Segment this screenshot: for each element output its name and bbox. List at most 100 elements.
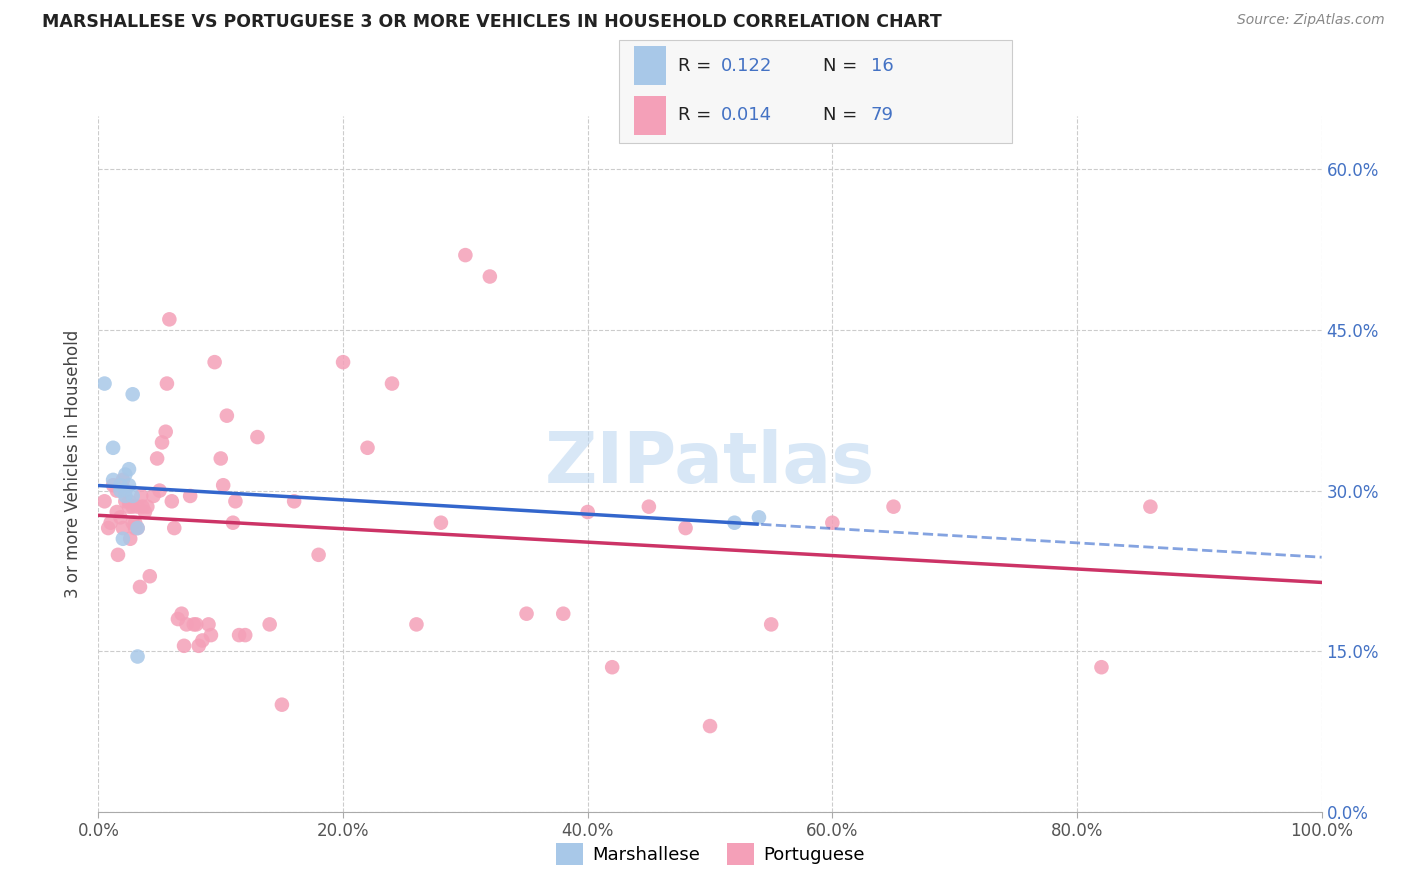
Point <box>111 521 134 535</box>
Point <box>259 617 281 632</box>
Point <box>114 467 136 482</box>
Point <box>127 521 149 535</box>
Point <box>638 500 661 514</box>
Text: 0.122: 0.122 <box>721 57 772 75</box>
Text: 79: 79 <box>870 106 894 124</box>
Point <box>111 473 134 487</box>
FancyBboxPatch shape <box>634 46 666 86</box>
Point <box>176 617 198 632</box>
Point <box>129 489 152 503</box>
Point <box>127 500 149 514</box>
Text: N =: N = <box>824 57 863 75</box>
Point <box>761 617 783 632</box>
Point <box>160 494 183 508</box>
Point <box>212 478 235 492</box>
Point <box>186 617 208 632</box>
Point <box>1139 500 1161 514</box>
Point <box>139 569 162 583</box>
Point <box>110 510 132 524</box>
Point <box>270 698 294 712</box>
Point <box>121 500 143 514</box>
Point <box>553 607 575 621</box>
Point <box>93 494 115 508</box>
Point <box>100 516 122 530</box>
Point <box>114 483 136 498</box>
Point <box>110 483 132 498</box>
Point <box>187 639 209 653</box>
Point <box>163 521 186 535</box>
Text: R =: R = <box>678 57 717 75</box>
Point <box>748 510 770 524</box>
Point <box>118 478 141 492</box>
Point <box>124 521 146 535</box>
Point <box>157 312 180 326</box>
Point <box>118 462 141 476</box>
Point <box>118 500 141 514</box>
FancyBboxPatch shape <box>634 95 666 135</box>
Point <box>405 617 427 632</box>
Text: ZIPatlas: ZIPatlas <box>546 429 875 499</box>
Point <box>1090 660 1112 674</box>
Point <box>191 633 214 648</box>
Point <box>183 617 205 632</box>
Point <box>204 355 226 369</box>
Point <box>332 355 354 369</box>
Point <box>515 607 537 621</box>
Point <box>430 516 453 530</box>
Point <box>134 505 156 519</box>
Point <box>356 441 378 455</box>
Y-axis label: 3 or more Vehicles in Household: 3 or more Vehicles in Household <box>65 330 83 598</box>
Point <box>110 478 132 492</box>
FancyBboxPatch shape <box>619 40 1012 143</box>
Point <box>215 409 238 423</box>
Point <box>118 494 141 508</box>
Point <box>124 516 146 530</box>
Point <box>105 483 128 498</box>
Point <box>156 376 179 391</box>
Point <box>93 376 115 391</box>
Point <box>883 500 905 514</box>
Point <box>224 494 246 508</box>
Point <box>136 500 159 514</box>
Point <box>127 649 149 664</box>
Point <box>105 505 128 519</box>
Point <box>121 489 143 503</box>
Point <box>699 719 721 733</box>
Point <box>149 483 172 498</box>
Text: N =: N = <box>824 106 863 124</box>
Point <box>228 628 250 642</box>
Point <box>114 489 136 503</box>
Point <box>155 425 177 439</box>
Text: MARSHALLESE VS PORTUGUESE 3 OR MORE VEHICLES IN HOUSEHOLD CORRELATION CHART: MARSHALLESE VS PORTUGUESE 3 OR MORE VEHI… <box>42 13 942 31</box>
Point <box>129 580 152 594</box>
Point <box>723 516 745 530</box>
Text: Source: ZipAtlas.com: Source: ZipAtlas.com <box>1237 13 1385 28</box>
Point <box>101 473 124 487</box>
Point <box>121 516 143 530</box>
Legend: Marshallese, Portuguese: Marshallese, Portuguese <box>548 836 872 872</box>
Point <box>131 500 153 514</box>
Point <box>209 451 232 466</box>
Point <box>121 387 143 401</box>
Point <box>821 516 844 530</box>
Point <box>200 628 222 642</box>
Point <box>111 532 134 546</box>
Point <box>101 441 124 455</box>
Point <box>283 494 305 508</box>
Point <box>150 435 173 450</box>
Point <box>173 639 195 653</box>
Point <box>233 628 256 642</box>
Text: R =: R = <box>678 106 717 124</box>
Point <box>600 660 623 674</box>
Point <box>197 617 219 632</box>
Text: 0.014: 0.014 <box>721 106 772 124</box>
Point <box>308 548 330 562</box>
Point <box>675 521 697 535</box>
Point <box>246 430 269 444</box>
Point <box>170 607 193 621</box>
Point <box>107 548 129 562</box>
Point <box>381 376 404 391</box>
Point <box>179 489 201 503</box>
Point <box>97 521 120 535</box>
Point <box>478 269 501 284</box>
